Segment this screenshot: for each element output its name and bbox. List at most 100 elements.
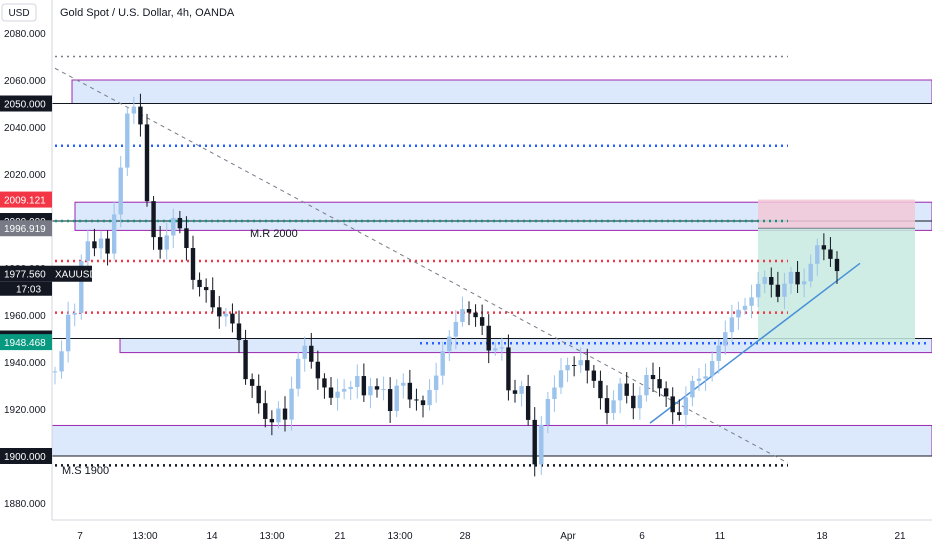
candle <box>230 303 235 333</box>
candle-body <box>144 124 150 202</box>
candle-body <box>696 378 702 381</box>
candle <box>762 270 767 294</box>
candle <box>598 370 603 410</box>
candle-body <box>79 261 84 313</box>
candle-body <box>512 390 518 394</box>
candle <box>512 379 518 403</box>
candle <box>558 358 564 394</box>
candle-body <box>65 314 71 352</box>
candle <box>98 230 104 260</box>
candle <box>236 310 242 353</box>
candle-body <box>249 379 255 386</box>
candle <box>394 379 399 418</box>
candle <box>795 261 800 294</box>
candle <box>381 376 386 401</box>
candle-body <box>558 370 564 388</box>
candle <box>427 379 432 411</box>
candle <box>828 237 833 267</box>
candle-body <box>269 418 275 423</box>
x-tick-label: 18 <box>816 531 828 542</box>
candle <box>256 374 261 414</box>
candle <box>328 376 334 405</box>
candle-body <box>545 398 551 425</box>
annotation-1: M.S 1900 <box>62 465 109 477</box>
candle-body <box>151 201 156 238</box>
candle-body <box>98 238 104 249</box>
candle <box>52 366 58 385</box>
candle-body <box>236 323 242 341</box>
price-tag-label: 1996.919 <box>4 224 46 235</box>
candle <box>289 376 294 431</box>
candle-body <box>815 245 820 264</box>
candle-body <box>742 305 748 310</box>
candle <box>447 330 452 362</box>
candle-body <box>407 382 413 400</box>
candle-body <box>414 399 419 401</box>
candle <box>821 233 827 261</box>
candle-body <box>309 345 314 362</box>
x-tick-label: 6 <box>639 531 645 542</box>
candle-body <box>85 241 91 262</box>
candle <box>506 334 511 401</box>
candle-body <box>355 376 360 387</box>
candle <box>775 271 781 303</box>
candle <box>650 362 656 392</box>
levels-layer <box>55 55 930 467</box>
candle <box>578 347 583 373</box>
price-tag-1948.468: 1948.468 <box>0 334 52 351</box>
candle <box>118 155 123 228</box>
candle <box>591 364 597 388</box>
x-tick-label: Apr <box>560 531 576 542</box>
symbol-tag-bg <box>52 265 92 282</box>
trendlines-layer <box>54 67 861 464</box>
candle-body <box>578 360 583 366</box>
candle-body <box>598 380 603 399</box>
candle <box>815 238 820 276</box>
candle-body <box>341 389 347 392</box>
candle <box>742 297 748 315</box>
candle <box>387 377 393 423</box>
candle-body <box>782 283 787 297</box>
y-tick-label: 1940.000 <box>4 358 46 369</box>
candle-body <box>197 279 202 288</box>
candle <box>440 341 445 385</box>
candle-body <box>624 383 629 396</box>
candle-body <box>230 313 235 324</box>
candle-body <box>729 317 735 333</box>
x-axis[interactable]: 7 13:00 14 13:00 21 13:00 28 Apr 6 11 18 21 <box>52 519 932 542</box>
candle-body <box>361 376 367 396</box>
candle <box>460 296 465 327</box>
candle <box>131 96 137 124</box>
candle <box>466 301 472 326</box>
candle <box>341 379 347 400</box>
candle <box>276 401 281 429</box>
candle <box>683 386 689 428</box>
candle-body <box>118 167 123 215</box>
candle <box>755 272 761 308</box>
candle-body <box>808 263 813 282</box>
x-tick-label: 14 <box>206 531 218 542</box>
candle-body <box>138 106 143 125</box>
candle <box>631 383 636 420</box>
candle-body <box>217 307 222 317</box>
currency-box[interactable] <box>1 3 37 22</box>
candle <box>65 301 71 363</box>
candle-body <box>394 385 399 412</box>
candle-body <box>315 361 321 379</box>
candle-body <box>348 386 353 390</box>
candle <box>808 254 813 288</box>
x-tick-label: 13:00 <box>132 531 157 542</box>
x-tick-label: 21 <box>894 531 906 542</box>
candle-body <box>282 408 288 420</box>
candle-body <box>374 386 380 390</box>
candle <box>552 375 557 412</box>
candle-body <box>460 309 465 322</box>
candle <box>433 362 439 403</box>
candle <box>355 364 360 399</box>
candle-body <box>420 400 426 406</box>
annotations-layer: M.R 2000 M.S 1900 <box>62 228 298 477</box>
candle <box>696 368 702 392</box>
y-tick-label: 1880.000 <box>4 499 46 510</box>
candle <box>677 399 682 421</box>
